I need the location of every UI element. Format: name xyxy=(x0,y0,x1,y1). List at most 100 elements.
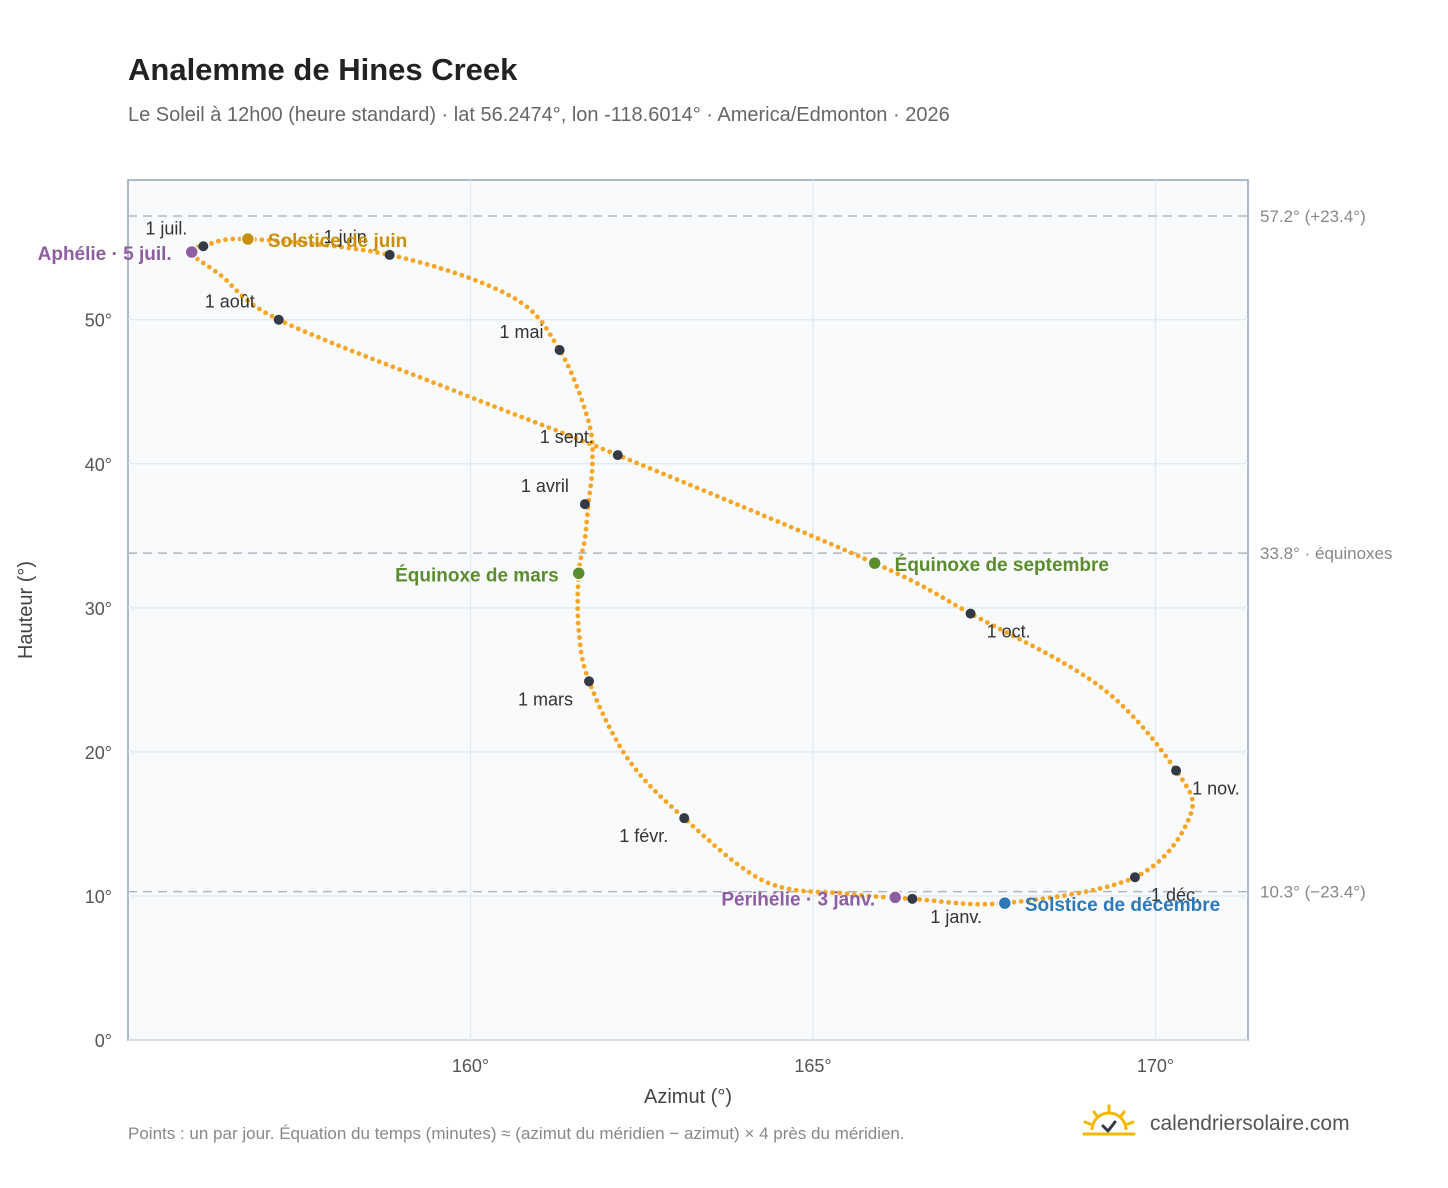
daily-point xyxy=(674,477,680,482)
y-tick-label: 30° xyxy=(85,599,112,619)
daily-point xyxy=(451,388,457,393)
daily-point xyxy=(1179,830,1185,836)
daily-point xyxy=(499,289,505,295)
daily-point xyxy=(397,367,402,372)
daily-point xyxy=(1185,817,1191,823)
daily-point xyxy=(353,246,359,252)
daily-point xyxy=(336,343,341,348)
month-marker xyxy=(965,608,976,619)
daily-point xyxy=(245,298,251,303)
daily-point xyxy=(544,326,549,331)
daily-point xyxy=(404,369,409,375)
daily-point xyxy=(1154,741,1160,747)
daily-point xyxy=(862,556,868,562)
daily-point xyxy=(553,427,558,433)
daily-point xyxy=(610,730,615,736)
month-label: 1 févr. xyxy=(619,826,668,846)
daily-point xyxy=(492,404,497,409)
y-tick-label: 0° xyxy=(95,1031,112,1051)
daily-point xyxy=(786,886,792,892)
daily-point xyxy=(866,893,872,899)
daily-point xyxy=(931,898,937,904)
daily-point xyxy=(1049,653,1055,659)
daily-point xyxy=(410,372,416,378)
daily-point xyxy=(658,794,664,799)
daily-point xyxy=(234,288,240,294)
daily-point xyxy=(317,242,323,247)
daily-point xyxy=(565,363,571,369)
daily-point xyxy=(837,890,843,896)
daily-point xyxy=(410,258,416,263)
daily-point xyxy=(1062,893,1067,898)
daily-point xyxy=(590,454,595,460)
daily-point xyxy=(580,656,585,662)
daily-point xyxy=(473,277,478,283)
month-marker xyxy=(273,314,284,325)
daily-point xyxy=(577,635,582,640)
daily-point xyxy=(759,877,764,883)
daily-point xyxy=(530,309,535,315)
daily-point xyxy=(701,833,707,839)
daily-point xyxy=(643,778,648,784)
daily-point xyxy=(721,496,727,502)
daily-point xyxy=(1068,664,1074,670)
y-tick-label: 50° xyxy=(85,311,112,331)
daily-point xyxy=(606,724,612,730)
daily-point xyxy=(782,521,787,527)
daily-point xyxy=(576,628,582,633)
event-marker xyxy=(997,895,1013,911)
daily-point xyxy=(600,446,606,452)
daily-point xyxy=(1135,719,1141,725)
daily-point xyxy=(224,278,230,283)
daily-point xyxy=(588,483,594,489)
daily-point xyxy=(519,414,525,420)
daily-point xyxy=(1074,668,1080,674)
daily-point xyxy=(288,239,294,245)
daily-point xyxy=(589,468,595,474)
daily-point xyxy=(1163,753,1169,759)
reference-lines: 57.2° (+23.4°) 33.8° · équinoxes 10.3° (−2… xyxy=(128,207,1393,902)
daily-point xyxy=(1158,747,1164,753)
daily-point xyxy=(1140,725,1146,730)
daily-point xyxy=(575,584,581,590)
daily-point xyxy=(303,240,308,246)
daily-point xyxy=(591,691,597,697)
daily-point xyxy=(1118,880,1124,885)
daily-point xyxy=(574,383,580,389)
daily-point xyxy=(324,242,330,248)
daily-point xyxy=(375,250,380,255)
daily-point xyxy=(706,838,712,844)
daily-point xyxy=(1190,804,1195,809)
daily-point xyxy=(346,245,352,251)
daily-point xyxy=(587,490,593,496)
daily-point xyxy=(1090,887,1096,893)
daily-point xyxy=(452,270,458,276)
daily-point xyxy=(590,447,595,452)
daily-point xyxy=(667,474,673,480)
event-label: Équinoxe de septembre xyxy=(895,554,1109,576)
daily-point xyxy=(849,550,854,556)
daily-point xyxy=(396,254,402,260)
daily-point xyxy=(587,441,592,446)
month-markers: 1 janv. 1 févr. 1 mars 1 avril 1 mai 1 juin 1 … xyxy=(145,218,1239,927)
daily-point xyxy=(1182,824,1188,830)
footnote: Points : un par jour. Équation du temps … xyxy=(128,1124,905,1143)
daily-point xyxy=(1083,889,1089,895)
daily-point xyxy=(1145,730,1151,736)
daily-point xyxy=(681,479,687,485)
daily-point xyxy=(1055,657,1061,663)
daily-point xyxy=(1104,689,1110,695)
daily-point xyxy=(466,275,471,281)
daily-point xyxy=(575,591,581,597)
daily-point xyxy=(625,755,630,761)
reference-label: 57.2° (+23.4°) xyxy=(1260,207,1366,226)
daily-point xyxy=(1036,647,1042,652)
daily-point xyxy=(223,237,228,243)
daily-point xyxy=(917,897,922,902)
daily-point xyxy=(597,704,603,710)
daily-point xyxy=(882,565,887,571)
daily-point xyxy=(546,425,552,430)
daily-point xyxy=(708,491,713,496)
month-marker xyxy=(1129,872,1140,883)
daily-point xyxy=(506,292,512,298)
